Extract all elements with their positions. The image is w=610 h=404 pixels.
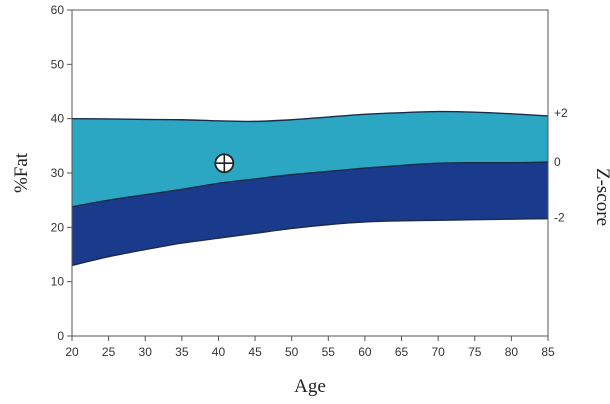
z-score-labels: +2 0 -2: [554, 106, 568, 224]
z-score-label: 0: [554, 155, 561, 169]
y-tick-label: 0: [57, 329, 64, 343]
y-axis-title: %Fat: [11, 152, 32, 193]
patient-marker: [214, 153, 235, 174]
x-tick-label: 80: [505, 345, 519, 359]
z-score-label: +2: [554, 106, 568, 120]
x-tick-label: 85: [541, 345, 555, 359]
x-tick-label: 25: [102, 345, 116, 359]
x-axis-ticks: 20 25 30 35 40 45 50 55 60 65 70 75 80 85: [65, 336, 555, 359]
y-tick-label: 40: [51, 112, 65, 126]
x-tick-label: 60: [358, 345, 372, 359]
x-tick-label: 55: [322, 345, 336, 359]
x-tick-label: 70: [431, 345, 445, 359]
z-0-curve: [71, 161, 549, 208]
x-tick-label: 75: [468, 345, 482, 359]
x-tick-label: 50: [285, 345, 299, 359]
x-tick-label: 45: [248, 345, 262, 359]
z-minus-2-curve: [71, 217, 549, 267]
x-tick-label: 65: [395, 345, 409, 359]
x-tick-label: 30: [139, 345, 153, 359]
y-tick-label: 20: [51, 220, 65, 234]
y-tick-label: 60: [51, 3, 65, 17]
y-axis-ticks: 0 10 20 30 40 50 60: [51, 3, 72, 343]
y-tick-label: 30: [51, 166, 65, 180]
y-tick-label: 10: [51, 275, 65, 289]
upper-z-band: [72, 111, 548, 207]
plot-area: [71, 9, 549, 337]
x-tick-label: 40: [212, 345, 226, 359]
y-tick-label: 50: [51, 57, 65, 71]
z-score-label: -2: [554, 211, 565, 225]
x-axis-title: Age: [294, 376, 326, 397]
x-tick-label: 20: [65, 345, 79, 359]
x-tick-label: 35: [175, 345, 189, 359]
y2-axis-title: Z-score: [592, 168, 610, 226]
z-plus-2-curve: [71, 110, 549, 123]
